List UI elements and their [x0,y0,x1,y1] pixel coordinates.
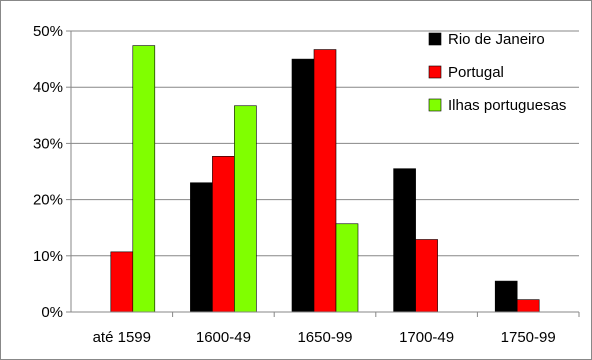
x-tick-label: 1700-49 [399,329,454,346]
bar [190,182,213,313]
x-tick-label: 1750-99 [501,329,556,346]
axes [70,31,579,313]
bar [291,58,315,313]
y-tick-label: 50% [33,23,63,40]
legend-label: Ilhas portuguesas [448,97,566,114]
x-tick-label: até 1599 [93,329,151,346]
x-tick-label: 1600-49 [196,329,251,346]
bar [110,251,134,313]
y-tick-label: 40% [33,79,63,96]
bar [494,280,518,313]
x-tick-label: 1650-99 [297,329,352,346]
y-tick-label: 0% [41,304,63,321]
bar [415,239,438,313]
bar [212,156,235,313]
bar [393,168,416,313]
y-tick-label: 30% [33,135,63,152]
bar [335,223,359,313]
legend-swatch [428,65,442,79]
bar [516,299,540,313]
legend-label: Portugal [448,64,504,81]
legend-label: Rio de Janeiro [448,31,545,48]
legend-swatch [428,32,442,46]
legend: Rio de Janeiro Portugal Ilhas portuguesas [428,31,566,114]
x-axis-ticks: até 1599 1600-49 1650-99 1700-49 1750-99 [93,312,580,346]
y-axis-ticks: 0% 10% 20% 30% 40% 50% [33,23,71,321]
legend-swatch [428,98,442,112]
bar [234,105,257,313]
bar [313,49,337,313]
bars [110,45,540,313]
bar [132,45,156,313]
y-tick-label: 10% [33,248,63,265]
y-tick-label: 20% [33,192,63,209]
